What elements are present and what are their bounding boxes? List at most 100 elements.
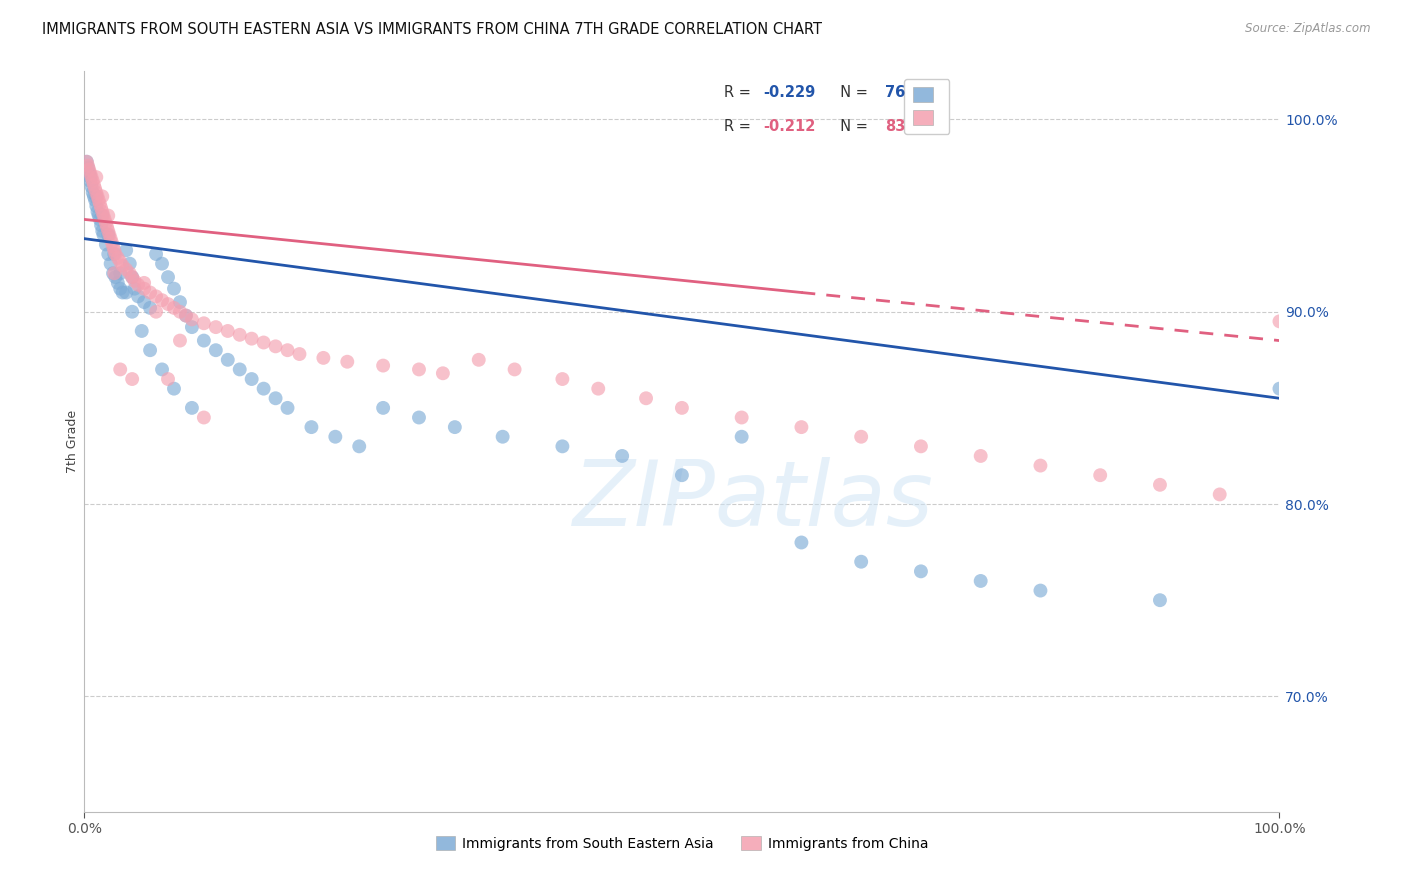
- Point: [93, 212, 115, 227]
- Point: [87, 193, 110, 207]
- Point: [174, 309, 197, 323]
- Point: [77, 159, 100, 173]
- Point: [163, 301, 186, 315]
- Point: [163, 282, 186, 296]
- Point: [97, 247, 120, 261]
- Point: [1268, 314, 1291, 328]
- Point: [101, 235, 124, 250]
- Point: [115, 262, 138, 277]
- Point: [101, 239, 124, 253]
- Point: [132, 276, 156, 290]
- Text: Source: ZipAtlas.com: Source: ZipAtlas.com: [1246, 22, 1371, 36]
- Point: [107, 251, 129, 265]
- Point: [240, 372, 263, 386]
- Point: [408, 362, 430, 376]
- Point: [86, 204, 108, 219]
- Point: [551, 439, 574, 453]
- Point: [121, 270, 143, 285]
- Point: [444, 420, 467, 434]
- Point: [503, 362, 526, 376]
- Point: [91, 224, 114, 238]
- Point: [193, 334, 215, 348]
- Point: [217, 324, 239, 338]
- Point: [115, 243, 138, 257]
- Text: N =: N =: [831, 86, 873, 100]
- Point: [139, 301, 162, 315]
- Point: [79, 166, 101, 180]
- Point: [229, 362, 252, 376]
- Point: [87, 209, 110, 223]
- Legend: Immigrants from South Eastern Asia, Immigrants from China: Immigrants from South Eastern Asia, Immi…: [430, 830, 934, 856]
- Point: [96, 220, 118, 235]
- Point: [91, 204, 114, 219]
- Point: [104, 270, 127, 285]
- Point: [118, 257, 141, 271]
- Point: [1029, 583, 1052, 598]
- Point: [181, 312, 204, 326]
- Point: [145, 247, 167, 261]
- Point: [264, 391, 287, 405]
- Point: [110, 266, 132, 280]
- Point: [115, 285, 138, 300]
- Point: [851, 430, 873, 444]
- Point: [193, 410, 215, 425]
- Point: [76, 154, 98, 169]
- Point: [110, 254, 132, 268]
- Point: [76, 154, 98, 169]
- Point: [1209, 487, 1232, 501]
- Point: [970, 574, 993, 588]
- Point: [79, 174, 101, 188]
- Point: [93, 209, 115, 223]
- Point: [157, 270, 180, 285]
- Point: [86, 170, 108, 185]
- Point: [551, 372, 574, 386]
- Point: [1268, 382, 1291, 396]
- Point: [110, 362, 132, 376]
- Point: [264, 339, 287, 353]
- Point: [124, 274, 146, 288]
- Point: [612, 449, 634, 463]
- Text: -0.212: -0.212: [763, 119, 815, 134]
- Point: [110, 282, 132, 296]
- Point: [101, 266, 124, 280]
- Point: [731, 410, 754, 425]
- Point: [790, 420, 813, 434]
- Point: [301, 420, 323, 434]
- Text: R =: R =: [724, 119, 755, 134]
- Point: [373, 359, 395, 373]
- Point: [468, 352, 491, 367]
- Point: [336, 355, 359, 369]
- Point: [103, 266, 125, 280]
- Point: [145, 289, 167, 303]
- Point: [127, 277, 149, 292]
- Point: [79, 170, 101, 185]
- Text: IMMIGRANTS FROM SOUTH EASTERN ASIA VS IMMIGRANTS FROM CHINA 7TH GRADE CORRELATIO: IMMIGRANTS FROM SOUTH EASTERN ASIA VS IM…: [42, 22, 823, 37]
- Point: [103, 243, 125, 257]
- Point: [121, 372, 143, 386]
- Point: [851, 555, 873, 569]
- Point: [100, 232, 122, 246]
- Point: [1149, 593, 1171, 607]
- Point: [229, 327, 252, 342]
- Point: [86, 189, 108, 203]
- Point: [432, 366, 454, 380]
- Point: [111, 259, 134, 273]
- Point: [325, 430, 347, 444]
- Point: [77, 162, 100, 177]
- Point: [86, 189, 108, 203]
- Point: [277, 343, 299, 358]
- Point: [240, 332, 263, 346]
- Point: [139, 343, 162, 358]
- Point: [98, 227, 121, 242]
- Point: [84, 182, 107, 196]
- Point: [671, 401, 693, 415]
- Point: [373, 401, 395, 415]
- Point: [124, 282, 146, 296]
- Point: [1029, 458, 1052, 473]
- Point: [910, 439, 932, 453]
- Point: [97, 224, 120, 238]
- Point: [90, 201, 112, 215]
- Point: [111, 285, 134, 300]
- Point: [790, 535, 813, 549]
- Point: [132, 282, 156, 296]
